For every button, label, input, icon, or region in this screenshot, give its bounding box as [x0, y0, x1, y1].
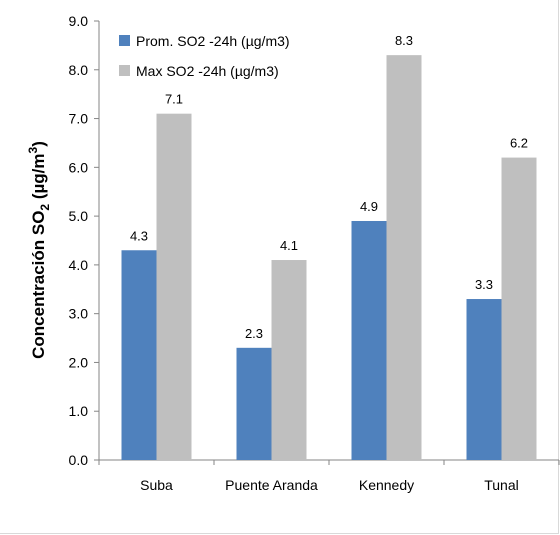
axes: 0.0 1.0 2.0 3.0 4.0 5.0 6.0 7.0 8.0 9.0 Suba Puente… [69, 13, 560, 493]
y-tick-label: 0.0 [69, 452, 89, 468]
bar [351, 220, 387, 460]
y-axis-label: Concentración SO2 (µg/m3) [26, 141, 52, 359]
y-tick-label: 6.0 [69, 159, 89, 175]
bar [121, 250, 157, 460]
legend-label: Prom. SO2 -24h (µg/m3) [136, 33, 290, 49]
x-tick-label: Puente Aranda [225, 477, 318, 493]
data-label: 7.1 [165, 92, 183, 107]
data-label: 3.3 [475, 277, 493, 292]
bar [156, 113, 192, 460]
y-tick-label: 9.0 [69, 13, 89, 29]
y-tick-label: 1.0 [69, 403, 89, 419]
data-label: 8.3 [395, 33, 413, 48]
y-tick-label: 5.0 [69, 208, 89, 224]
bar [271, 260, 307, 460]
x-tick-label: Tunal [484, 477, 519, 493]
x-tick-label: Suba [140, 477, 173, 493]
y-tick-label: 7.0 [69, 111, 89, 127]
data-label: 4.1 [280, 238, 298, 253]
legend-swatch [119, 65, 130, 76]
bar [236, 347, 272, 460]
data-label: 6.2 [510, 136, 528, 151]
data-label: 2.3 [245, 326, 263, 341]
bars [121, 55, 537, 461]
y-tick-label: 2.0 [69, 354, 89, 370]
x-tick-label: Kennedy [359, 477, 414, 493]
bar [466, 299, 502, 460]
data-label: 4.3 [130, 228, 148, 243]
y-tick-label: 8.0 [69, 62, 89, 78]
data-label: 4.9 [360, 199, 378, 214]
y-tick-label: 4.0 [69, 257, 89, 273]
bar [386, 55, 422, 461]
legend: Prom. SO2 -24h (µg/m3) Max SO2 -24h (µg/m… [119, 33, 290, 79]
legend-swatch [119, 35, 130, 46]
data-labels: 4.3 7.1 2.3 4.1 4.9 8.3 3.3 6.2 [130, 33, 528, 341]
bar [501, 157, 537, 461]
legend-label: Max SO2 -24h (µg/m3) [136, 63, 279, 79]
y-tick-label: 3.0 [69, 306, 89, 322]
